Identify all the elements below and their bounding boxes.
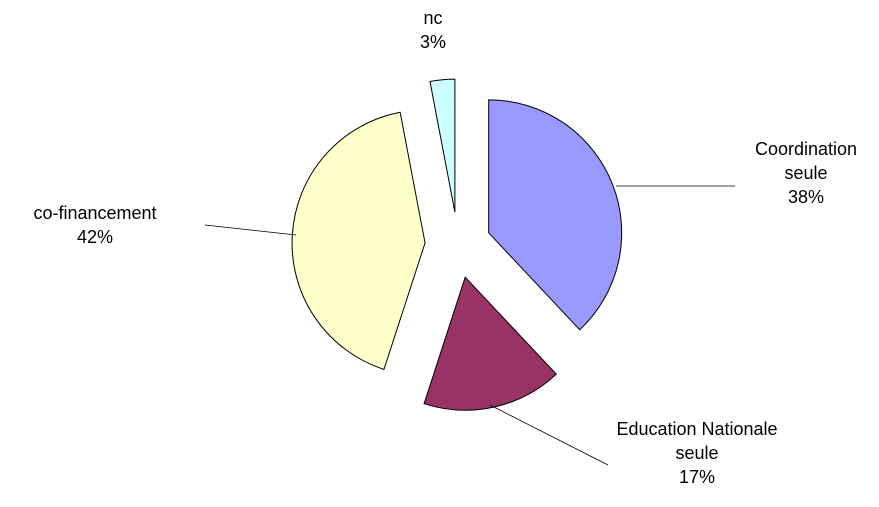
slice-label: Coordination seule 38% [736,137,876,209]
percent-label: 38% [787,187,825,207]
pie-slice [291,111,426,371]
category-name: co-financement [33,203,157,223]
percent-label: 3% [419,32,446,52]
category-name: Coordination seule [754,139,858,183]
percent-label: 17% [678,467,716,487]
leader-line [489,404,609,466]
slice-label: Education Nationale seule 17% [606,417,788,489]
slice-label: co-financement 42% [0,201,190,249]
percent-label: 42% [76,227,114,247]
pie-slice [488,99,623,331]
pie-slice [423,276,557,411]
slice-label: nc 3% [383,6,483,54]
category-name: nc [423,8,443,28]
leader-line [204,224,297,236]
pie-slice [429,78,456,213]
category-name: Education Nationale seule [616,419,778,463]
